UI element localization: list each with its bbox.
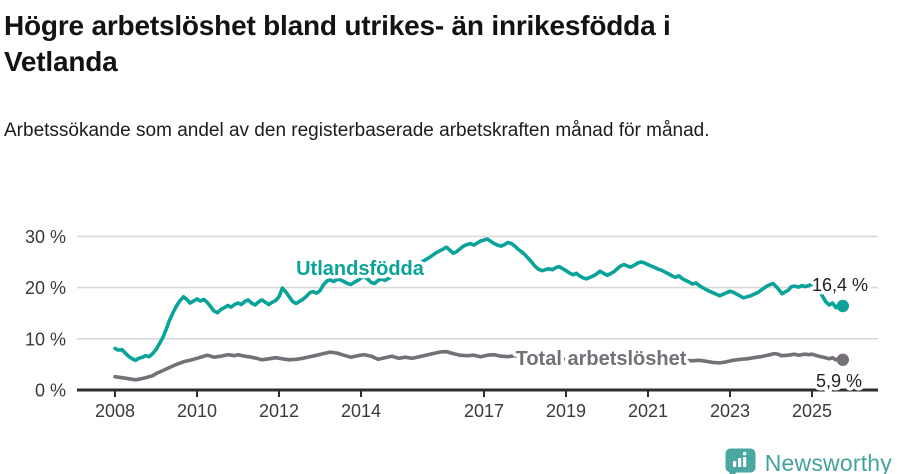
- page: Högre arbetslöshet bland utrikes- än inr…: [0, 8, 900, 474]
- x-axis-tick-label: 2010: [177, 401, 217, 421]
- end-value-label-utlandsfodda: 16,4 %: [812, 275, 868, 295]
- y-axis-tick-label: 30 %: [25, 227, 66, 247]
- x-axis-tick-label: 2012: [259, 401, 299, 421]
- x-axis-tick-label: 2008: [95, 401, 135, 421]
- x-axis-tick-label: 2019: [546, 401, 586, 421]
- y-axis-tick-label: 0 %: [35, 381, 66, 401]
- end-value-label-total: 5,9 %: [816, 371, 862, 391]
- chart-title: Högre arbetslöshet bland utrikes- än inr…: [4, 10, 671, 77]
- series-end-dot-0: [836, 299, 849, 313]
- series-line-1: [113, 349, 845, 382]
- brand-name: Newsworthy: [764, 450, 892, 474]
- x-axis-tick-label: 2021: [628, 401, 668, 421]
- series-line-0: [113, 237, 845, 363]
- series-label-utlandsfodda: Utlandsfödda: [296, 258, 425, 280]
- newsworthy-speech-bubble-bar-chart-icon: [725, 448, 756, 474]
- x-axis-tick-label: 2017: [464, 401, 504, 421]
- y-axis-tick-label: 10 %: [25, 329, 66, 349]
- unemployment-line-chart: 2008 2010 2012 2014 2017 2019 2021 2023 2025 0 %…: [25, 227, 878, 421]
- series-label-total-arbetsloshet: Total arbetslöshet: [516, 348, 687, 370]
- x-axis-tick-label: 2014: [341, 401, 381, 421]
- x-axis-tick-label: 2025: [792, 401, 832, 421]
- x-axis: 2008 2010 2012 2014 2017 2019 2021 2023 2025: [77, 388, 878, 421]
- gridlines: [77, 235, 878, 340]
- chart-subtitle: Arbetssökande som andel av den registerb…: [4, 120, 710, 141]
- y-axis: 0 % 10 % 20 % 30 %: [25, 227, 66, 401]
- series-end-dot-1: [836, 353, 849, 366]
- footer-branding: Newsworthy: [725, 448, 892, 474]
- x-axis-tick-label: 2023: [710, 401, 750, 421]
- y-axis-tick-label: 20 %: [25, 278, 66, 298]
- series-lines: [113, 237, 849, 382]
